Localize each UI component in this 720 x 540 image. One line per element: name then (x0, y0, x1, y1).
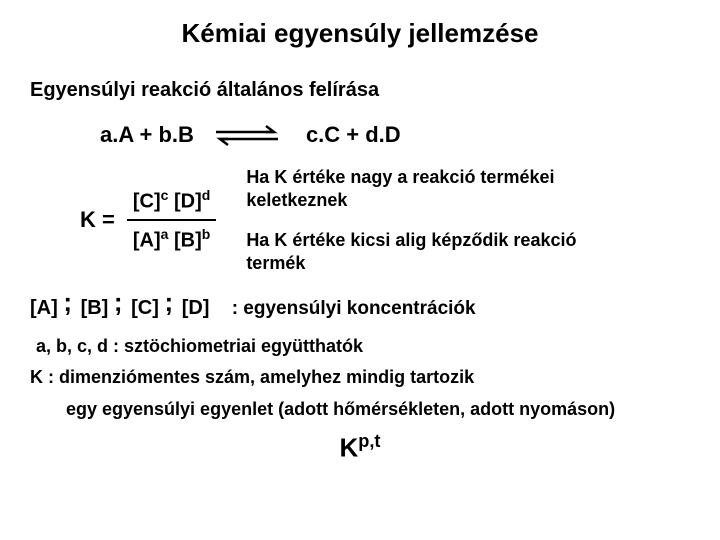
reaction-lhs: a.A + b.B (100, 122, 194, 148)
reaction-equation: a.A + b.B c.C + d.D (100, 122, 690, 148)
k-equals-label: K = (80, 207, 115, 233)
concentration-label: : egyensúlyi koncentrációk (232, 298, 476, 319)
conc-c: [C] (131, 298, 159, 318)
reaction-rhs: c.C + d.D (306, 122, 401, 148)
equilibrium-constant-row: K = [C]c [D]d [A]a [B]b Ha K értéke nagy… (80, 166, 690, 274)
note-large-k: Ha K értéke nagy a reakció termékei kele… (246, 166, 626, 211)
equilibrium-arrow-icon (212, 122, 282, 148)
equilibrium-fraction: [C]c [D]d [A]a [B]b (127, 184, 216, 255)
note-small-k: Ha K értéke kicsi alig képződik reakció … (246, 229, 626, 274)
conc-b: [B] (81, 298, 109, 318)
slide: Kémiai egyensúly jellemzése Egyensúlyi r… (0, 0, 720, 540)
slide-title: Kémiai egyensúly jellemzése (30, 18, 690, 49)
fraction-denominator: [A]a [B]b (127, 223, 216, 256)
k-description-line-2: egy egyensúlyi egyenlet (adott hőmérsékl… (66, 398, 690, 421)
conc-a: [A] (30, 298, 58, 318)
k-p-t-symbol: Kp,t (30, 431, 690, 464)
semicolon: ; (63, 287, 72, 318)
fraction-bar (127, 219, 216, 221)
fraction-numerator: [C]c [D]d (127, 184, 216, 217)
conc-d: [D] (182, 298, 210, 318)
semicolon: ; (164, 287, 173, 318)
k-description-line-1: K : dimenziómentes szám, amelyhez mindig… (30, 366, 690, 389)
concentration-symbols-row: [A] ; [B] ; [C] ; [D] : egyensúlyi konce… (30, 290, 690, 321)
stoich-coeff-line: a, b, c, d : sztöchiometriai együtthatók (36, 335, 690, 358)
notes-block: Ha K értéke nagy a reakció termékei kele… (246, 166, 626, 274)
slide-subtitle: Egyensúlyi reakció általános felírása (30, 79, 690, 102)
semicolon: ; (114, 287, 123, 318)
